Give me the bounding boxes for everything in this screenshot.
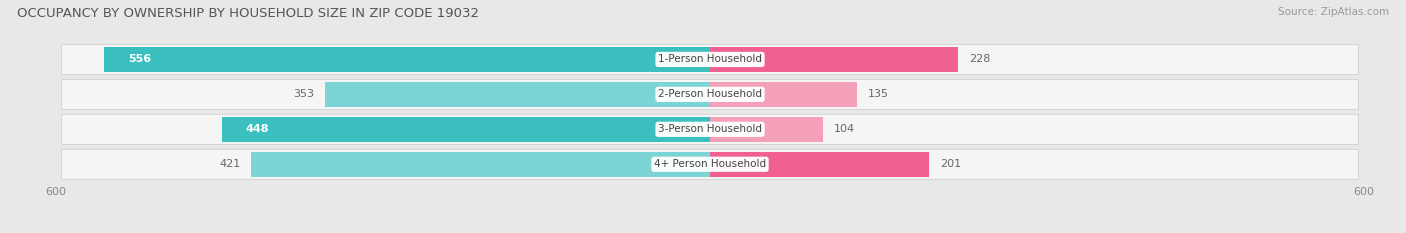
FancyBboxPatch shape bbox=[62, 114, 1358, 144]
Text: 2-Person Household: 2-Person Household bbox=[658, 89, 762, 99]
Text: 421: 421 bbox=[219, 159, 240, 169]
Bar bbox=[325, 82, 710, 107]
FancyBboxPatch shape bbox=[62, 44, 1358, 75]
Text: Source: ZipAtlas.com: Source: ZipAtlas.com bbox=[1278, 7, 1389, 17]
Text: 201: 201 bbox=[941, 159, 962, 169]
Legend: Owner-occupied, Renter-occupied: Owner-occupied, Renter-occupied bbox=[593, 230, 827, 233]
Text: 104: 104 bbox=[834, 124, 855, 134]
Text: 353: 353 bbox=[294, 89, 315, 99]
Text: OCCUPANCY BY OWNERSHIP BY HOUSEHOLD SIZE IN ZIP CODE 19032: OCCUPANCY BY OWNERSHIP BY HOUSEHOLD SIZE… bbox=[17, 7, 479, 20]
Bar bbox=[710, 47, 959, 72]
Bar bbox=[710, 152, 929, 177]
Bar bbox=[710, 82, 858, 107]
FancyBboxPatch shape bbox=[62, 79, 1358, 110]
Bar bbox=[252, 152, 710, 177]
Text: 228: 228 bbox=[969, 55, 991, 64]
Text: 448: 448 bbox=[246, 124, 270, 134]
Text: 4+ Person Household: 4+ Person Household bbox=[654, 159, 766, 169]
Bar bbox=[710, 117, 824, 142]
Text: 556: 556 bbox=[128, 55, 152, 64]
FancyBboxPatch shape bbox=[62, 149, 1358, 179]
Bar bbox=[222, 117, 710, 142]
Text: 3-Person Household: 3-Person Household bbox=[658, 124, 762, 134]
Text: 1-Person Household: 1-Person Household bbox=[658, 55, 762, 64]
Bar bbox=[104, 47, 710, 72]
Text: 135: 135 bbox=[868, 89, 889, 99]
